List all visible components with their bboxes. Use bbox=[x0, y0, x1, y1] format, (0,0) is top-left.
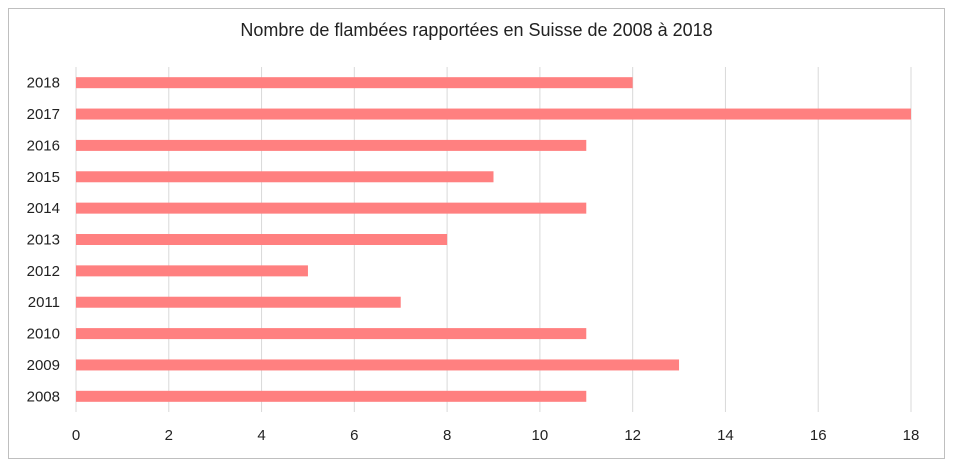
bar-2017 bbox=[76, 108, 911, 120]
bar-2015 bbox=[76, 171, 494, 183]
x-tick-label-14: 14 bbox=[717, 427, 734, 444]
y-tick-label-2009: 2009 bbox=[27, 357, 60, 374]
y-tick-label-2008: 2008 bbox=[27, 388, 60, 405]
bar-2018 bbox=[76, 77, 633, 89]
x-tick-label-18: 18 bbox=[903, 427, 920, 444]
x-tick-label-8: 8 bbox=[443, 427, 451, 444]
bar-2008 bbox=[76, 390, 587, 402]
y-tick-label-2010: 2010 bbox=[27, 326, 60, 343]
y-tick-label-2015: 2015 bbox=[27, 169, 60, 186]
y-tick-label-2018: 2018 bbox=[27, 75, 60, 92]
x-tick-label-2: 2 bbox=[165, 427, 173, 444]
bar-2016 bbox=[76, 139, 587, 151]
x-tick-label-10: 10 bbox=[532, 427, 549, 444]
bars bbox=[76, 77, 911, 402]
x-tick-label-6: 6 bbox=[350, 427, 358, 444]
bar-2010 bbox=[76, 328, 587, 340]
x-tick-label-0: 0 bbox=[72, 427, 80, 444]
bar-2014 bbox=[76, 202, 587, 214]
x-axis-labels: 0 2 4 6 8 10 12 14 16 18 bbox=[72, 427, 920, 444]
y-tick-label-2017: 2017 bbox=[27, 106, 60, 123]
y-tick-label-2014: 2014 bbox=[27, 200, 60, 217]
y-axis-labels: 2008 2009 2010 2011 2012 2013 2014 2015 2016 2017… bbox=[27, 75, 60, 406]
y-tick-label-2012: 2012 bbox=[27, 263, 60, 280]
x-tick-label-16: 16 bbox=[810, 427, 827, 444]
chart-title: Nombre de flambées rapportées en Suisse … bbox=[240, 20, 713, 40]
bar-2012 bbox=[76, 265, 308, 277]
bar-2011 bbox=[76, 296, 401, 308]
x-tick-label-12: 12 bbox=[624, 427, 641, 444]
y-tick-label-2016: 2016 bbox=[27, 137, 60, 154]
y-tick-label-2011: 2011 bbox=[28, 294, 60, 311]
x-tick-label-4: 4 bbox=[257, 427, 265, 444]
bar-2009 bbox=[76, 359, 680, 371]
y-tick-label-2013: 2013 bbox=[27, 232, 60, 249]
bar-2013 bbox=[76, 234, 448, 245]
